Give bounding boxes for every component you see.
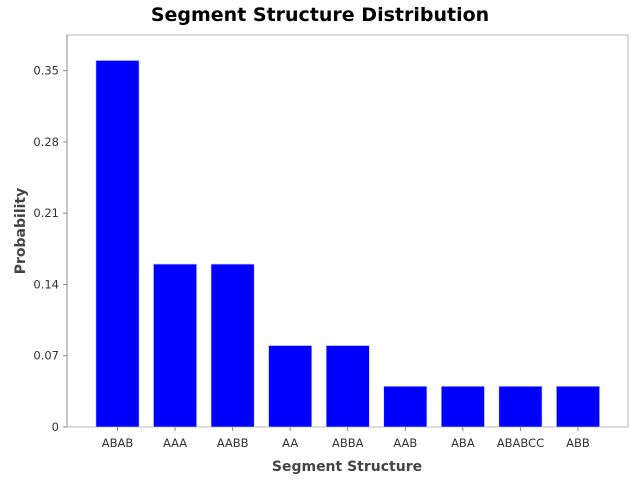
x-axis-label: Segment Structure <box>272 459 422 475</box>
x-tick-label: AA <box>282 436 298 450</box>
x-tick-label: ABA <box>451 436 475 450</box>
x-tick-label: ABABCC <box>497 436 544 450</box>
bar-ababcc <box>498 385 543 428</box>
y-tick-label: 0.14 <box>33 277 59 291</box>
x-axis: ABAB AAA AABB AA ABBA AAB ABA ABABCC ABB <box>102 427 590 450</box>
bar-abab <box>95 60 140 428</box>
y-tick-label: 0.35 <box>33 64 59 78</box>
bar-aba <box>440 385 485 428</box>
chart-title: Segment Structure Distribution <box>151 4 489 26</box>
x-tick-label: AAA <box>163 436 187 450</box>
bar-aa <box>268 345 313 428</box>
x-tick-label: ABB <box>566 436 590 450</box>
y-tick-label: 0.28 <box>33 135 59 149</box>
x-tick-label: ABBA <box>332 436 364 450</box>
y-tick-label: 0.07 <box>33 349 59 363</box>
bar-aab <box>383 385 428 428</box>
bar-aabb <box>210 263 255 428</box>
y-tick-label: 0 <box>52 420 59 434</box>
bar-abba <box>325 345 370 428</box>
bars <box>95 60 600 428</box>
y-tick-label: 0.21 <box>33 206 59 220</box>
y-axis: 0 0.07 0.14 0.21 0.28 0.35 <box>33 35 68 434</box>
x-tick-label: ABAB <box>102 436 134 450</box>
x-tick-label: AAB <box>393 436 417 450</box>
y-axis-label: Probability <box>13 188 29 275</box>
bar-aaa <box>153 263 197 428</box>
x-tick-label: AABB <box>217 436 249 450</box>
bar-abb <box>556 385 600 428</box>
